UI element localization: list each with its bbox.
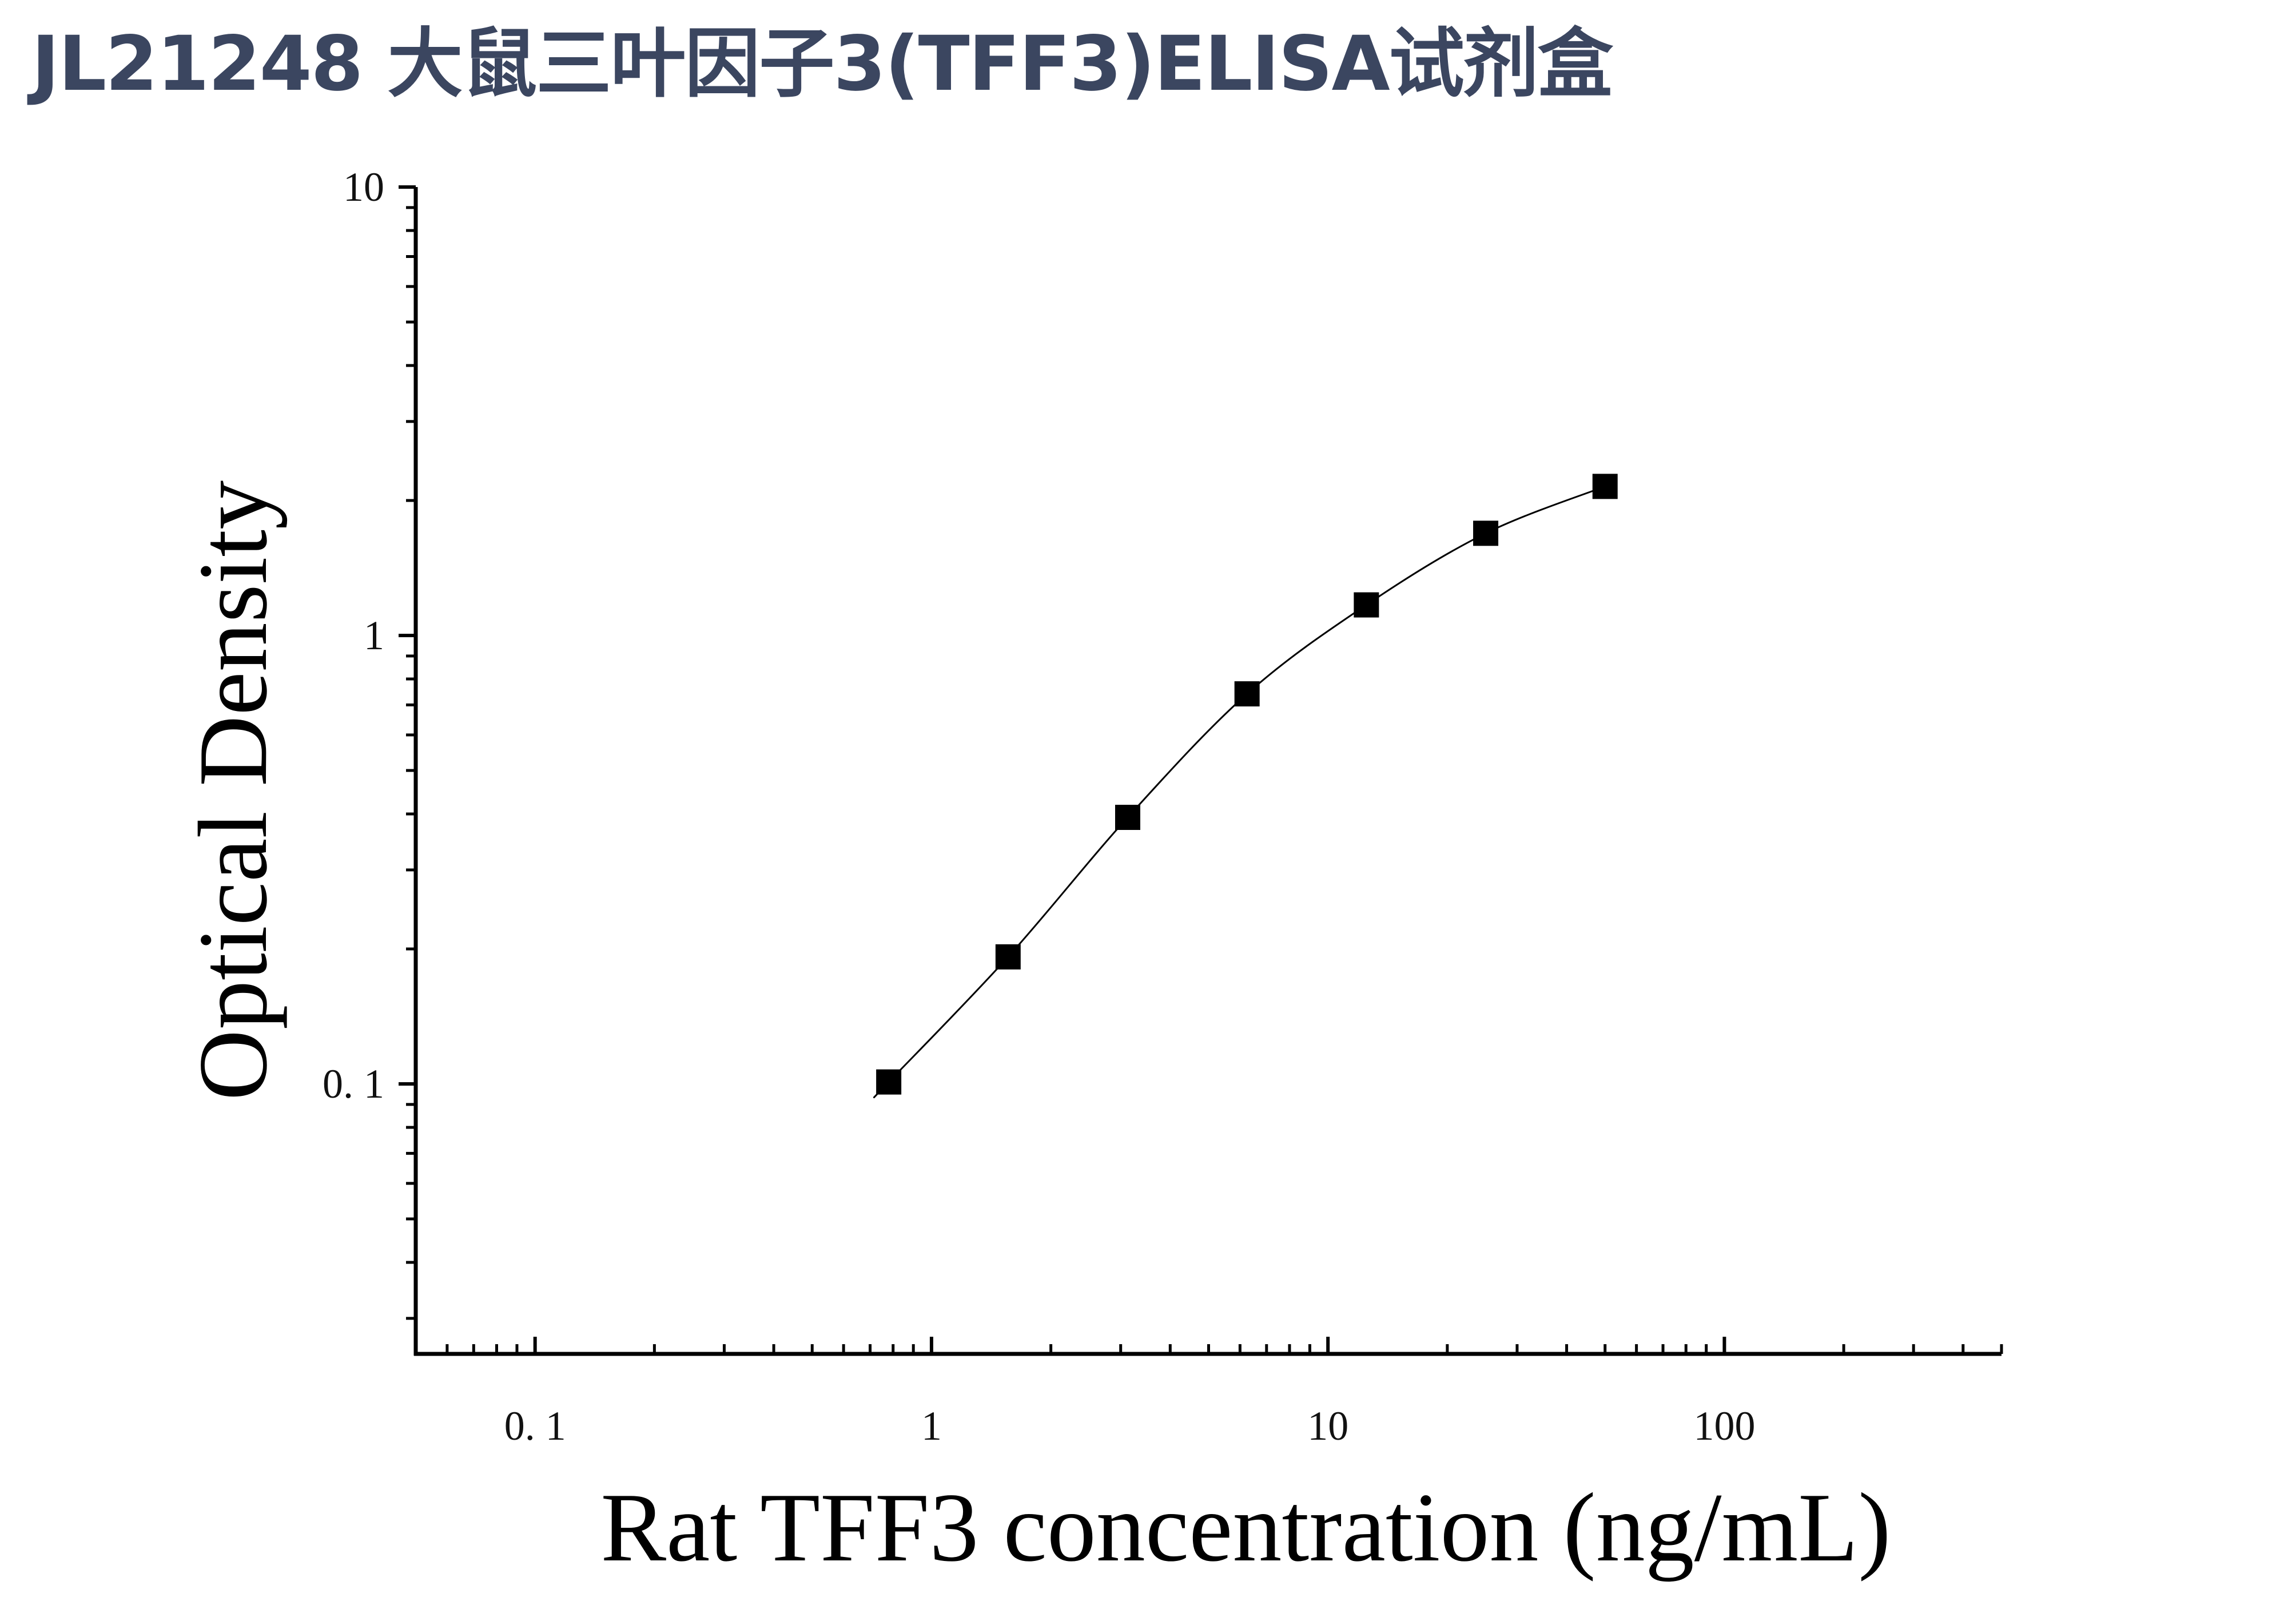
data-point [995, 944, 1021, 970]
fit-curve [873, 486, 1606, 1098]
x-tick-label: 100 [1693, 1403, 1755, 1449]
x-tick-label: 10 [1307, 1403, 1348, 1449]
data-point [1592, 474, 1618, 499]
fit-curve-layer [873, 486, 1606, 1098]
data-point [1354, 592, 1379, 618]
y-tick-label: 10 [343, 164, 384, 210]
y-tick-label: 0. 1 [323, 1061, 384, 1107]
x-tick-label: 1 [921, 1403, 942, 1449]
data-point [1115, 804, 1140, 830]
y-axis-ticks: 0. 1 1 10 [323, 164, 416, 1320]
data-point [1473, 521, 1499, 546]
page-title: JL21248 大鼠三叶因子3(TFF3)ELISA试剂盒 [31, 20, 1613, 108]
data-points [876, 474, 1618, 1095]
x-tick-label: 0. 1 [504, 1403, 566, 1449]
data-point [1234, 681, 1260, 707]
data-point [876, 1069, 902, 1095]
x-axis-ticks: 0. 1 1 10 100 [414, 1337, 2003, 1449]
x-axis-title: Rat TFF3 concentration (ng/mL) [600, 1473, 1891, 1582]
axes [413, 187, 2001, 1356]
y-tick-label: 1 [364, 613, 384, 658]
y-axis-title: Optical Density [179, 480, 288, 1101]
